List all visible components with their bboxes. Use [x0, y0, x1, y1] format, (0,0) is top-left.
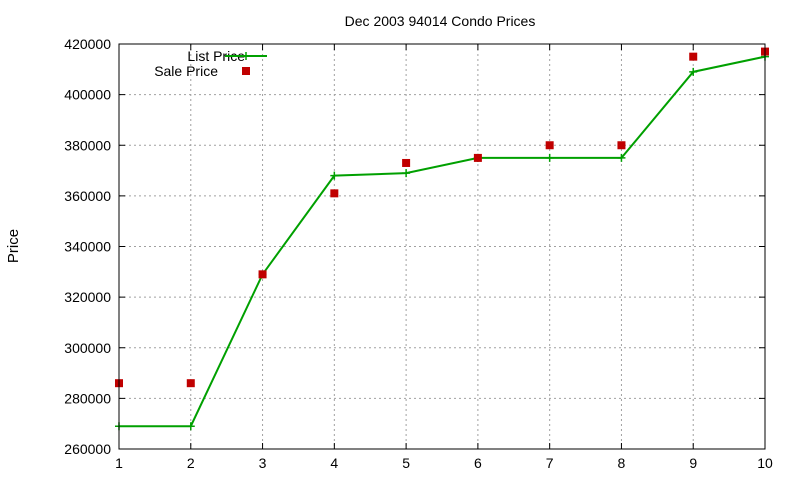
grid	[119, 44, 765, 449]
chart-title: Dec 2003 94014 Condo Prices	[345, 13, 536, 29]
y-tick-label: 320000	[64, 289, 111, 305]
x-tick-label: 9	[689, 455, 697, 471]
y-tick-label: 400000	[64, 87, 111, 103]
y-tick-label: 280000	[64, 390, 111, 406]
sale-price-point	[258, 270, 267, 279]
y-tick-label: 360000	[64, 188, 111, 204]
x-tick-label: 8	[618, 455, 626, 471]
x-tick-label: 6	[474, 455, 482, 471]
list-price-line	[119, 55, 766, 428]
list-price-point	[402, 169, 411, 178]
list-price-point	[330, 171, 339, 180]
y-tick-label: 300000	[64, 340, 111, 356]
list-price-point	[545, 153, 554, 162]
sale-price-point	[330, 189, 339, 198]
legend-label-sale-price: Sale Price	[154, 63, 218, 79]
sale-price-point	[402, 158, 411, 167]
x-axis: 1 2 3 4 5 6 7 8 9 10	[115, 44, 773, 471]
list-price-point	[617, 153, 626, 162]
y-tick-label: 380000	[64, 137, 111, 153]
x-tick-label: 2	[187, 455, 195, 471]
x-tick-label: 4	[330, 455, 338, 471]
list-price-point	[689, 67, 698, 76]
list-price-point	[186, 422, 195, 431]
y-tick-label: 260000	[64, 441, 111, 457]
y-axis-label: Price	[5, 229, 22, 263]
sale-price-point	[617, 141, 626, 150]
sale-price-point	[545, 141, 554, 150]
sale-price-point	[186, 379, 195, 388]
plot-frame	[118, 43, 766, 450]
x-tick-label: 3	[259, 455, 267, 471]
y-tick-label: 340000	[64, 239, 111, 255]
legend-label-list-price: List Price	[187, 48, 245, 64]
legend-swatch-sale-price	[242, 67, 250, 75]
sale-price-point	[689, 52, 698, 61]
x-tick-label: 1	[115, 455, 123, 471]
x-tick-label: 10	[757, 455, 773, 471]
legend-marker-list-price	[242, 52, 250, 60]
y-axis: 260000 280000 300000 320000 340000 360000 3800…	[64, 36, 765, 457]
plot-series	[115, 47, 769, 431]
y-tick-label: 420000	[64, 36, 111, 52]
sale-price-point	[473, 153, 482, 162]
x-tick-label: 7	[546, 455, 554, 471]
x-tick-label: 5	[402, 455, 410, 471]
